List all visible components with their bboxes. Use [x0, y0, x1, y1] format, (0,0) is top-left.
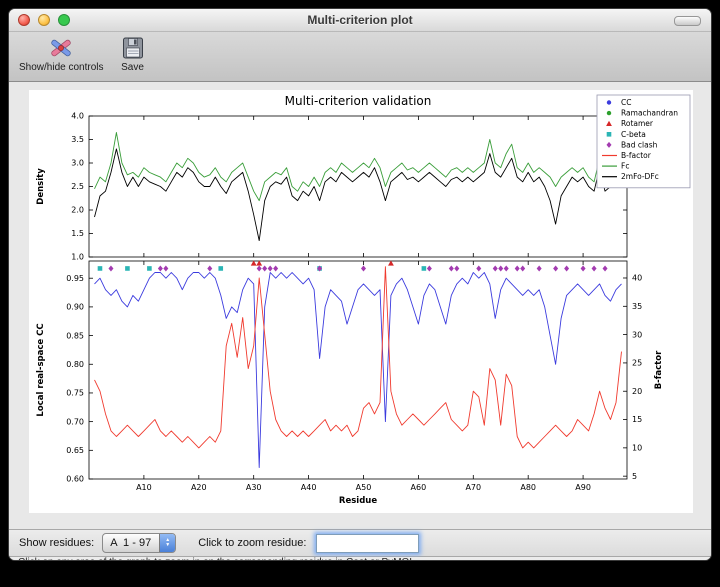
svg-text:A70: A70: [465, 483, 481, 492]
status-bar: Click on any area of the graph to zoom i…: [9, 557, 711, 560]
chart-svg[interactable]: Multi-criterion validation 1.0 1.5 2.0 2.5 3.…: [29, 90, 693, 513]
svg-text:0.95: 0.95: [66, 274, 84, 283]
show-hide-controls-button[interactable]: Show/hide controls: [19, 35, 104, 73]
svg-text:0.70: 0.70: [66, 417, 84, 426]
save-button[interactable]: Save: [120, 35, 146, 73]
tools-icon: [48, 35, 74, 61]
svg-text:0.60: 0.60: [66, 475, 84, 484]
residue-range-select[interactable]: A 1 - 97 ▲ ▼: [102, 533, 177, 553]
svg-text:4.0: 4.0: [71, 112, 84, 121]
toolbar: Show/hide controls Save: [9, 32, 711, 82]
svg-text:A50: A50: [356, 483, 372, 492]
show-hide-controls-label: Show/hide controls: [19, 62, 104, 73]
svg-text:3.0: 3.0: [71, 159, 84, 168]
svg-text:30: 30: [632, 330, 642, 339]
svg-text:A40: A40: [301, 483, 317, 492]
svg-text:0.75: 0.75: [66, 389, 84, 398]
svg-text:Multi-criterion validation: Multi-criterion validation: [285, 94, 432, 108]
svg-text:10: 10: [632, 444, 642, 453]
multi-criterion-chart[interactable]: Multi-criterion validation 1.0 1.5 2.0 2.5 3.…: [29, 90, 693, 513]
svg-text:B-factor: B-factor: [621, 151, 652, 160]
status-message: Click on any area of the graph to zoom i…: [18, 557, 418, 560]
svg-text:2mFo-DFc: 2mFo-DFc: [621, 172, 659, 181]
multi-criterion-plot-window: Multi-criterion plot Show/hide controls: [8, 8, 712, 561]
svg-text:Ramachandran: Ramachandran: [621, 109, 678, 118]
window-title: Multi-criterion plot: [307, 13, 413, 27]
svg-text:0.85: 0.85: [66, 331, 84, 340]
svg-text:0.65: 0.65: [66, 446, 84, 455]
svg-text:Fc: Fc: [621, 162, 629, 171]
svg-text:20: 20: [632, 387, 642, 396]
svg-text:3.5: 3.5: [71, 135, 84, 144]
plot-area: Multi-criterion validation 1.0 1.5 2.0 2.5 3.…: [9, 82, 711, 529]
svg-text:A20: A20: [191, 483, 207, 492]
minimize-button[interactable]: [38, 14, 50, 26]
svg-text:35: 35: [632, 302, 642, 311]
svg-text:A80: A80: [520, 483, 536, 492]
svg-text:A90: A90: [575, 483, 591, 492]
toolbar-toggle-lozenge[interactable]: [674, 16, 701, 26]
save-label: Save: [121, 62, 144, 73]
controls-bar: Show residues: A 1 - 97 ▲ ▼ Click to zoom…: [9, 529, 711, 557]
residue-range-value: A 1 - 97: [110, 537, 152, 549]
svg-text:Residue: Residue: [339, 496, 377, 506]
traffic-lights: [18, 14, 70, 26]
close-button[interactable]: [18, 14, 30, 26]
svg-text:Rotamer: Rotamer: [621, 119, 654, 128]
stepper-arrows-icon: ▲ ▼: [159, 534, 176, 552]
zoom-residue-label: Click to zoom residue:: [198, 537, 307, 549]
svg-text:1.5: 1.5: [71, 229, 84, 238]
svg-text:B-factor: B-factor: [654, 350, 664, 389]
svg-text:A10: A10: [136, 483, 152, 492]
svg-text:Bad clash: Bad clash: [621, 140, 658, 149]
show-residues-label: Show residues:: [19, 537, 95, 549]
svg-text:A60: A60: [411, 483, 427, 492]
svg-text:1.0: 1.0: [71, 253, 84, 262]
svg-text:CC: CC: [621, 98, 631, 107]
svg-text:15: 15: [632, 415, 642, 424]
svg-text:25: 25: [632, 359, 642, 368]
svg-text:5: 5: [632, 472, 637, 481]
svg-text:A30: A30: [246, 483, 262, 492]
svg-text:0.80: 0.80: [66, 360, 84, 369]
svg-text:C-beta: C-beta: [621, 130, 646, 139]
svg-text:40: 40: [632, 274, 642, 283]
save-icon: [120, 35, 146, 61]
maximize-button[interactable]: [58, 14, 70, 26]
svg-text:0.90: 0.90: [66, 303, 84, 312]
titlebar[interactable]: Multi-criterion plot: [9, 9, 711, 32]
svg-text:Density: Density: [36, 168, 46, 205]
zoom-residue-input[interactable]: [316, 533, 420, 553]
svg-text:Local real-space CC: Local real-space CC: [36, 323, 46, 416]
svg-text:2.5: 2.5: [71, 182, 84, 191]
svg-text:2.0: 2.0: [71, 206, 84, 215]
